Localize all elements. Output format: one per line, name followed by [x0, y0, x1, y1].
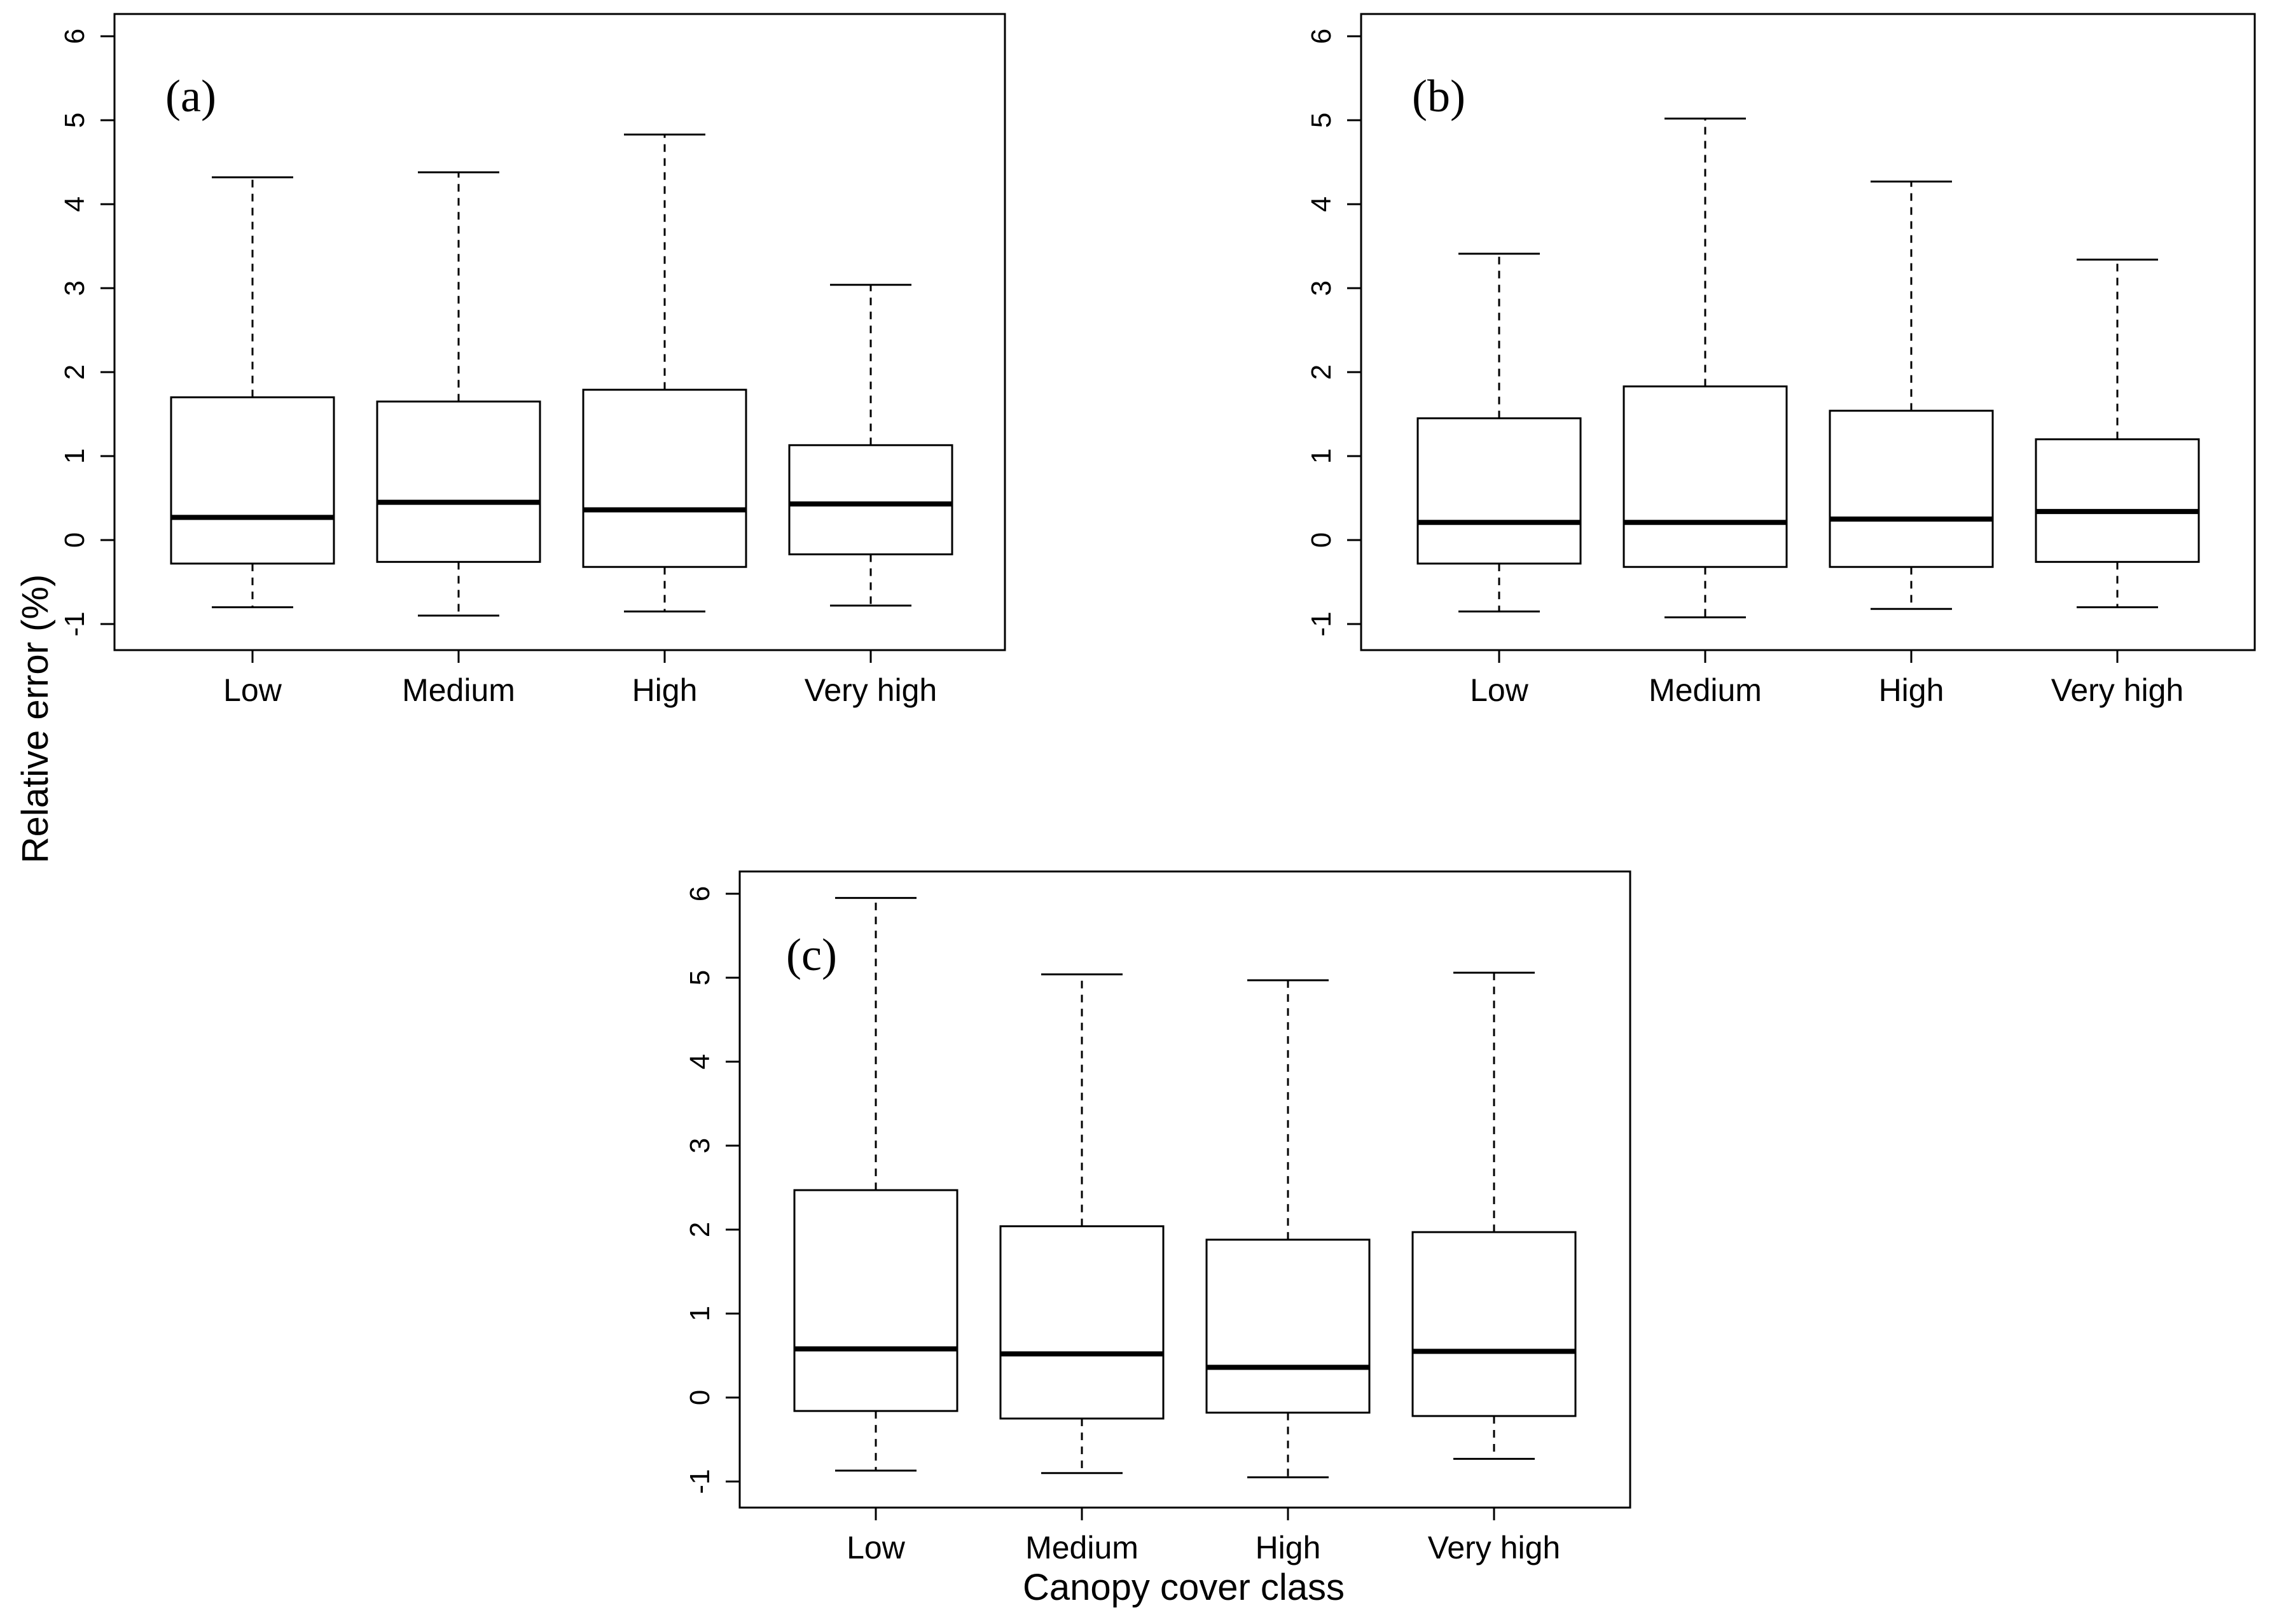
- panel-c-x-tick-label-very-high: Very high: [1428, 1530, 1560, 1565]
- panel-a-box-high: [582, 389, 747, 568]
- panel-b-y-tick-label: 2: [1306, 364, 1337, 380]
- panel-c-x-tick-label-low: Low: [847, 1530, 906, 1565]
- panel-a-label: (a): [165, 71, 216, 121]
- panel-c-y-tick-label: 6: [684, 886, 716, 901]
- panel-c-label: (c): [786, 929, 837, 980]
- panel-b-frame: [1360, 13, 2256, 651]
- panel-b-y-tick-label: 6: [1306, 29, 1337, 44]
- panel-b-y-tick-label: 4: [1306, 197, 1337, 212]
- y-axis-title: Relative error (%): [15, 574, 56, 863]
- panel-b-x-tick-label-medium: Medium: [1649, 672, 1762, 708]
- panel-c-x-tick-label-high: High: [1256, 1530, 1321, 1565]
- panel-a-y-tick-label: 6: [59, 29, 90, 44]
- panel-a-x-tick-label-very-high: Very high: [805, 672, 937, 708]
- panel-a-y-tick-label: 2: [59, 364, 90, 380]
- panel-a-box-low: [170, 396, 335, 565]
- panel-c-box-medium: [999, 1225, 1165, 1420]
- panel-c-y-tick-label: 4: [684, 1054, 716, 1069]
- panel-c-y-tick-label: 2: [684, 1222, 716, 1237]
- panel-a-y-tick-label: 1: [59, 448, 90, 464]
- panel-c-frame: [738, 870, 1631, 1509]
- panel-b-box-high: [1829, 410, 1994, 568]
- panel-a-frame: [113, 13, 1006, 651]
- panel-b-box-low: [1416, 417, 1582, 565]
- panel-a-x-tick-label-low: Low: [223, 672, 282, 708]
- panel-b-x-tick-label-low: Low: [1470, 672, 1529, 708]
- panel-a-box-very-high: [788, 444, 953, 555]
- panel-a-y-tick-label: 4: [59, 197, 90, 212]
- panel-b-box-medium: [1623, 385, 1788, 568]
- panel-c-y-tick-label: 1: [684, 1306, 716, 1321]
- panel-a-y-tick-label: 0: [59, 532, 90, 548]
- panel-c-y-tick-label: 3: [684, 1138, 716, 1153]
- panel-c-box-low: [793, 1189, 959, 1412]
- panel-b-y-tick-label: 5: [1306, 113, 1337, 128]
- panel-c-box-very-high: [1411, 1231, 1577, 1417]
- panel-c-y-tick-label: -1: [684, 1469, 716, 1494]
- panel-b-y-tick-label: -1: [1306, 611, 1337, 636]
- panel-b-x-tick-label-high: High: [1879, 672, 1944, 708]
- panel-a-y-tick-label: 3: [59, 281, 90, 296]
- panel-b-y-tick-label: 1: [1306, 448, 1337, 464]
- panel-c-y-tick-label: 5: [684, 970, 716, 985]
- panel-a-x-tick-label-medium: Medium: [402, 672, 515, 708]
- panel-a-y-tick-label: 5: [59, 113, 90, 128]
- panel-a-y-tick-label: -1: [59, 611, 90, 636]
- panel-a-box-medium: [376, 400, 541, 563]
- panel-c-y-tick-label: 0: [684, 1390, 716, 1405]
- panel-a-x-tick-label-high: High: [632, 672, 698, 708]
- panel-b-label: (b): [1412, 71, 1465, 121]
- panel-c-x-tick-label-medium: Medium: [1025, 1530, 1138, 1565]
- panel-c-box-high: [1205, 1239, 1371, 1414]
- x-axis-title: Canopy cover class: [1023, 1567, 1345, 1608]
- panel-b-box-very-high: [2035, 438, 2200, 563]
- panel-b-y-tick-label: 0: [1306, 532, 1337, 548]
- panel-b-y-tick-label: 3: [1306, 281, 1337, 296]
- panel-b-x-tick-label-very-high: Very high: [2051, 672, 2183, 708]
